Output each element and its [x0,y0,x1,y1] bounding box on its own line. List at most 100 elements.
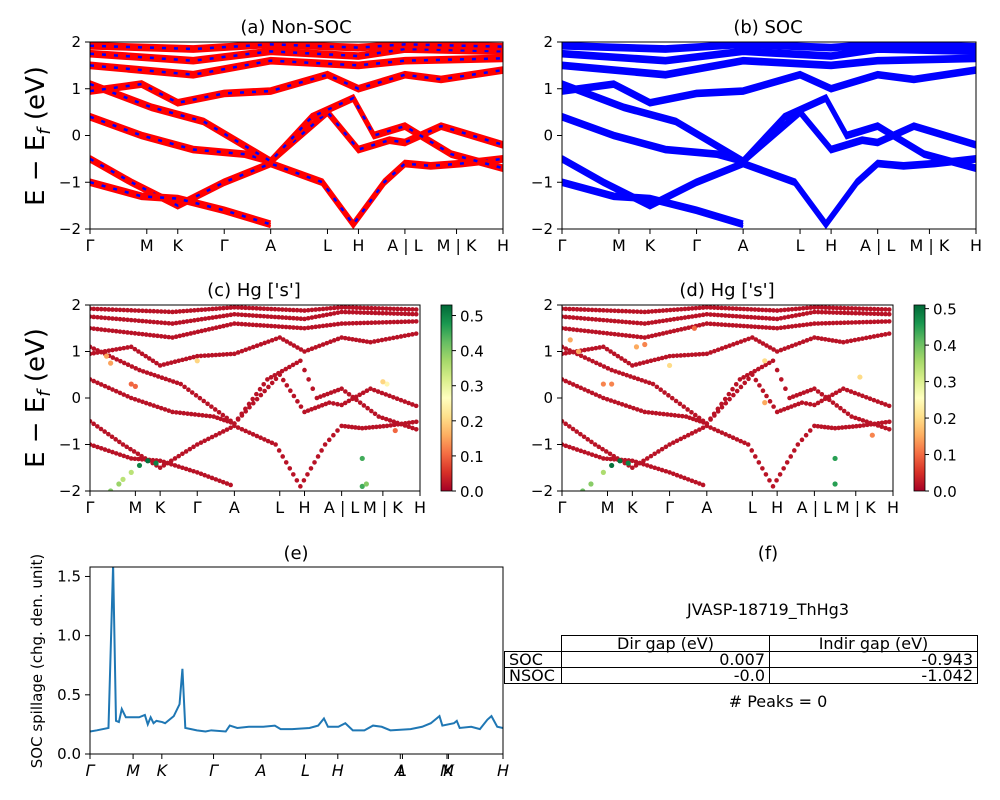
band-point [250,322,256,328]
band-point [856,337,861,342]
band-point [136,456,141,462]
band-line [562,66,976,103]
band-point [121,329,127,335]
band-point [339,423,344,429]
band-point [170,321,175,326]
band-point [596,444,602,450]
band-point [627,333,633,339]
band-point [808,321,813,327]
band-point [860,311,866,316]
band-point [369,310,374,316]
band-point [723,305,728,311]
colorbar-tick-label: 0.5 [933,301,957,319]
band-point [294,360,300,366]
band-point [719,305,724,311]
band-point [860,319,866,325]
band-point [845,320,851,325]
band-point [136,331,142,337]
band-point [767,345,773,350]
band-point [254,322,259,328]
band-point [742,380,748,386]
band-point [402,423,408,428]
band-point [685,477,691,482]
band-point [170,379,176,384]
band-point [383,337,389,342]
band-point [819,309,825,315]
band-point [589,390,595,396]
band-point [830,305,836,311]
y-tick-label: 1.5 [57,567,81,585]
band-point [110,347,115,353]
band-point [246,401,252,407]
band-point [804,322,810,327]
panel-d-colorbar [913,304,926,492]
band-point [220,412,226,418]
band-point [361,320,367,326]
band-point [823,310,828,315]
band-point [567,326,572,332]
band-point [261,306,267,311]
band-point [365,320,371,326]
band-point [406,307,412,312]
band-point [125,362,131,368]
x-tick-label: H [497,236,509,255]
band-point [394,396,400,402]
band-point [91,350,97,356]
x-tick-label: H [497,761,509,780]
band-point [162,309,168,314]
band-point [627,404,633,410]
band-point [106,385,112,391]
band-point [206,327,212,332]
band-point [819,321,825,326]
band-point [715,322,721,327]
band-point [280,324,285,330]
band-point [731,342,736,347]
band-point [700,351,706,357]
x-tick-label: L [323,236,332,255]
band-point [414,419,419,425]
band-point [318,394,323,399]
x-tick-label: Γ [193,498,202,517]
band-point [799,400,805,405]
band-point [295,399,300,404]
band-point [756,307,761,313]
band-line-dashed [90,57,503,76]
band-point [136,308,142,313]
band-point [639,377,645,383]
band-point [712,348,717,354]
projection-point [609,381,615,387]
band-point [795,442,801,447]
x-tick-label: L [398,761,407,780]
band-point [601,395,606,401]
band-point [801,390,807,395]
band-point [213,432,219,438]
band-point [697,313,702,318]
band-point [294,325,300,331]
band-point [763,315,769,321]
band-point [124,444,130,450]
band-point [711,312,717,318]
band-point [623,403,629,408]
band-point [332,389,337,394]
band-point [700,322,706,327]
projection-point [194,358,200,364]
band-point [384,319,389,325]
band-point [616,319,621,324]
band-point [848,338,854,344]
band-point [265,377,270,382]
colorbar-tick-label: 0.5 [460,308,484,326]
band-point [756,315,761,321]
projection-point [359,455,365,462]
band-point [823,394,828,400]
band-point [704,421,710,426]
band-point [210,315,215,320]
band-point [168,458,174,464]
band-point [209,475,215,481]
band-point [324,312,330,318]
band-point [136,349,141,354]
band-point [663,468,669,474]
band-line [562,45,976,53]
band-point [646,380,652,386]
band-point [563,443,569,449]
